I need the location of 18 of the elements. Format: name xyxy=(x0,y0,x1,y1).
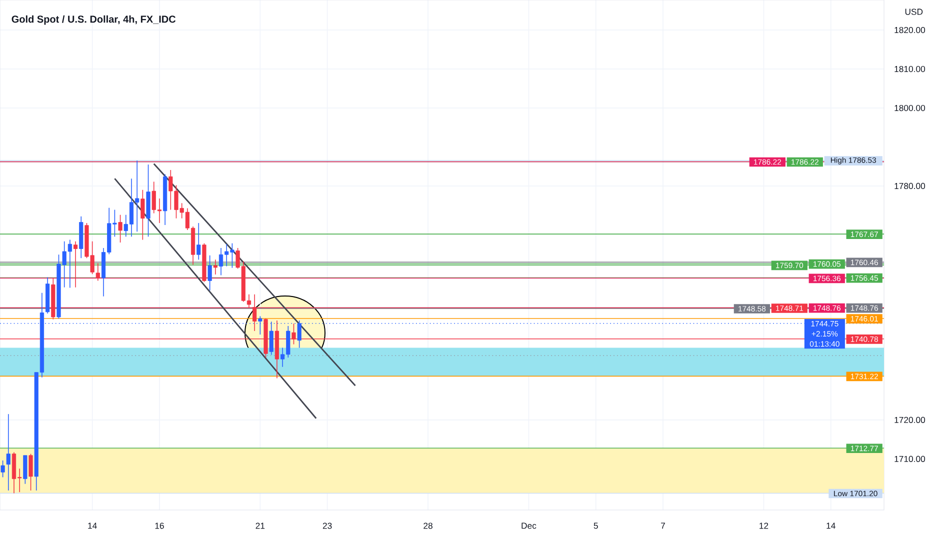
x-tick-label: 23 xyxy=(322,522,332,529)
x-tick-label: 14 xyxy=(88,522,97,529)
y-tick-label: 1780.00 xyxy=(894,182,926,190)
x-tick-label: 14 xyxy=(826,522,836,529)
x-tick-label: Dec xyxy=(522,522,536,529)
y-tick-label: 1820.00 xyxy=(894,26,926,34)
x-tick-label: 12 xyxy=(760,522,768,529)
x-tick-label: 5 xyxy=(594,522,598,529)
text: Gold Spot / U.S. Dollar, 4h, FX_IDC xyxy=(12,15,176,25)
y-tick-label: 1810.00 xyxy=(894,66,926,72)
y-tick-label: 1720.00 xyxy=(894,416,926,423)
x-tick-label: 21 xyxy=(256,522,265,529)
y-tick-label: 1710.00 xyxy=(894,456,926,462)
y-axis-title: USD xyxy=(905,8,923,15)
x-tick-label: 16 xyxy=(155,522,164,529)
x-tick-label: 7 xyxy=(661,522,665,529)
y-tick-label: 1800.00 xyxy=(894,104,926,112)
x-tick-label: 28 xyxy=(424,522,432,529)
